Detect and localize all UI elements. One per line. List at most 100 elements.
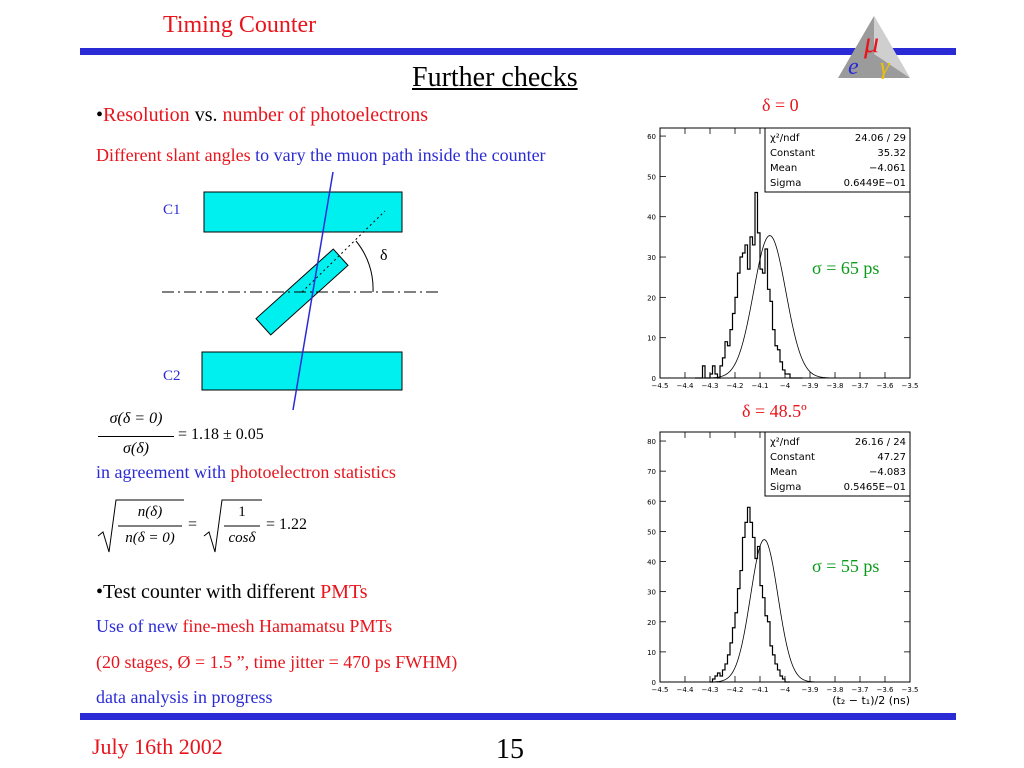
page-number: 15 bbox=[496, 734, 524, 765]
x-tick-label: −4.5 bbox=[652, 382, 669, 390]
y-tick-label: 60 bbox=[647, 133, 656, 141]
y-tick-label: 70 bbox=[647, 468, 656, 476]
footer-date: July 16th 2002 bbox=[92, 734, 223, 759]
histogram-delta-48: 0 10 20 30 40 50 60 70 80 −4.5 −4.4 −4.3 −4.2 −4.1 −4 −… bbox=[647, 431, 919, 707]
top-rule bbox=[80, 48, 956, 55]
x-tick-label: −4.1 bbox=[752, 686, 769, 694]
formula1-result: = 1.18 ± 0.05 bbox=[178, 426, 264, 443]
histogram-steps bbox=[695, 191, 803, 379]
mu-e-gamma-logo: μ e γ bbox=[836, 14, 912, 80]
formula2-num2: 1 bbox=[238, 504, 246, 520]
x-tick-label: −3.5 bbox=[902, 686, 919, 694]
y-tick-label: 80 bbox=[647, 438, 656, 446]
stats-value: 24.06 / 29 bbox=[855, 133, 906, 144]
slant-text: Different slant angles to vary the muon … bbox=[96, 144, 566, 166]
pmt-line2: (20 stages, Ø = 1.5 ”, time jitter = 470… bbox=[96, 652, 458, 672]
stats-value: 0.6449E−01 bbox=[844, 178, 906, 189]
x-tick-label: −4 bbox=[780, 382, 791, 390]
x-tick-label: −3.8 bbox=[827, 686, 844, 694]
stats-value: −4.061 bbox=[869, 163, 906, 174]
stats-label: χ²/ndf bbox=[770, 133, 800, 144]
x-axis-label: (t₂ − t₁)/2 (ns) bbox=[832, 694, 910, 707]
x-tick-label: −4 bbox=[780, 686, 791, 694]
x-tick-label: −3.6 bbox=[877, 686, 895, 694]
formula1-fraction-bar bbox=[98, 436, 174, 437]
label-c1: C1 bbox=[163, 202, 181, 218]
x-tick-label: −3.8 bbox=[827, 382, 844, 390]
chart2-sigma-annotation: σ = 55 ps bbox=[812, 556, 880, 576]
agreement-text: in agreement with photoelectron statisti… bbox=[96, 462, 396, 483]
bottom-rule bbox=[80, 713, 956, 720]
formula-npe-ratio: n(δ) n(δ = 0) = 1 cosδ = 1.22 bbox=[96, 496, 336, 558]
x-tick-label: −3.7 bbox=[852, 686, 869, 694]
x-tick-label: −3.5 bbox=[902, 382, 919, 390]
bullet-photoelectrons: number of photoelectrons bbox=[222, 104, 428, 126]
formula2-den1: n(δ = 0) bbox=[125, 530, 175, 546]
histogram-steps bbox=[710, 506, 790, 683]
y-tick-label: 0 bbox=[652, 375, 656, 383]
y-tick-label: 10 bbox=[647, 335, 656, 343]
formula2-equals: = bbox=[188, 516, 198, 533]
slide-title: Further checks bbox=[412, 62, 578, 93]
svg-text:γ: γ bbox=[880, 54, 890, 80]
label-c2: C2 bbox=[163, 368, 181, 384]
y-tick-label: 40 bbox=[647, 214, 656, 222]
stats-value: 0.5465E−01 bbox=[844, 482, 906, 493]
gaussian-fit bbox=[695, 539, 833, 683]
stats-box bbox=[764, 431, 911, 497]
bullet2-pmts: PMTs bbox=[320, 581, 368, 603]
chart1-title: δ = 0 bbox=[762, 95, 799, 115]
slant-blue: to vary the muon path inside the counter bbox=[250, 145, 546, 165]
stats-value: 47.27 bbox=[877, 452, 906, 463]
x-tick-label: −4.2 bbox=[727, 686, 744, 694]
stats-label: Sigma bbox=[770, 178, 801, 189]
stats-label: Mean bbox=[770, 467, 797, 478]
bullet-resolution-word: Resolution bbox=[103, 104, 190, 126]
counter-c1 bbox=[203, 191, 403, 233]
bullet2-marker: • bbox=[96, 581, 104, 603]
x-tick-label: −4.2 bbox=[727, 382, 744, 390]
stats-box bbox=[764, 127, 911, 193]
formula2-result: = 1.22 bbox=[266, 516, 308, 533]
agreement-red: photoelectron statistics bbox=[230, 462, 396, 482]
y-tick-label: 0 bbox=[652, 679, 656, 687]
formula1-numerator: σ(δ = 0) bbox=[109, 410, 163, 427]
x-tick-label: −3.9 bbox=[802, 382, 819, 390]
formula1-denominator: σ(δ) bbox=[123, 440, 149, 457]
x-tick-label: −3.9 bbox=[802, 686, 819, 694]
x-tick-label: −3.7 bbox=[852, 382, 869, 390]
x-tick-label: −4.1 bbox=[752, 382, 769, 390]
bullet-vs: vs. bbox=[189, 104, 223, 126]
stats-value: 35.32 bbox=[877, 148, 906, 159]
slant-red: Different slant angles bbox=[96, 145, 251, 165]
bullet-pmts: •Test counter with different PMTs bbox=[96, 581, 368, 604]
stats-label: Constant bbox=[770, 148, 815, 159]
stats-value: −4.083 bbox=[869, 467, 906, 478]
y-tick-label: 30 bbox=[647, 589, 656, 597]
x-tick-label: −4.5 bbox=[652, 686, 669, 694]
x-tick-label: −3.6 bbox=[877, 382, 895, 390]
chart2-title: δ = 48.5º bbox=[742, 401, 807, 421]
label-delta: δ bbox=[380, 247, 388, 264]
pmt-line1: Use of new fine-mesh Hamamatsu PMTs bbox=[96, 616, 392, 637]
muon-track bbox=[292, 171, 334, 411]
x-tick-label: −4.3 bbox=[702, 686, 719, 694]
pmt-line3: data analysis in progress bbox=[96, 687, 273, 707]
bullet2-text: Test counter with different bbox=[103, 581, 321, 603]
svg-text:e: e bbox=[848, 54, 859, 80]
svg-text:μ: μ bbox=[863, 26, 879, 59]
y-tick-label: 40 bbox=[647, 559, 656, 567]
formula-sigma-ratio: σ(δ = 0) σ(δ) = 1.18 ± 0.05 bbox=[96, 410, 296, 470]
bullet-marker: • bbox=[96, 104, 104, 126]
stats-label: Mean bbox=[770, 163, 797, 174]
slant-axis-dotted bbox=[301, 210, 386, 293]
formula2-num1: n(δ) bbox=[137, 504, 163, 520]
y-tick-label: 10 bbox=[647, 649, 656, 657]
y-tick-label: 30 bbox=[647, 254, 656, 262]
agreement-blue: in agreement with bbox=[96, 462, 231, 482]
pmt-line1-blue: Use of new bbox=[96, 616, 183, 636]
x-tick-label: −4.4 bbox=[677, 686, 695, 694]
angle-arc bbox=[355, 240, 374, 293]
y-tick-label: 50 bbox=[647, 173, 656, 181]
